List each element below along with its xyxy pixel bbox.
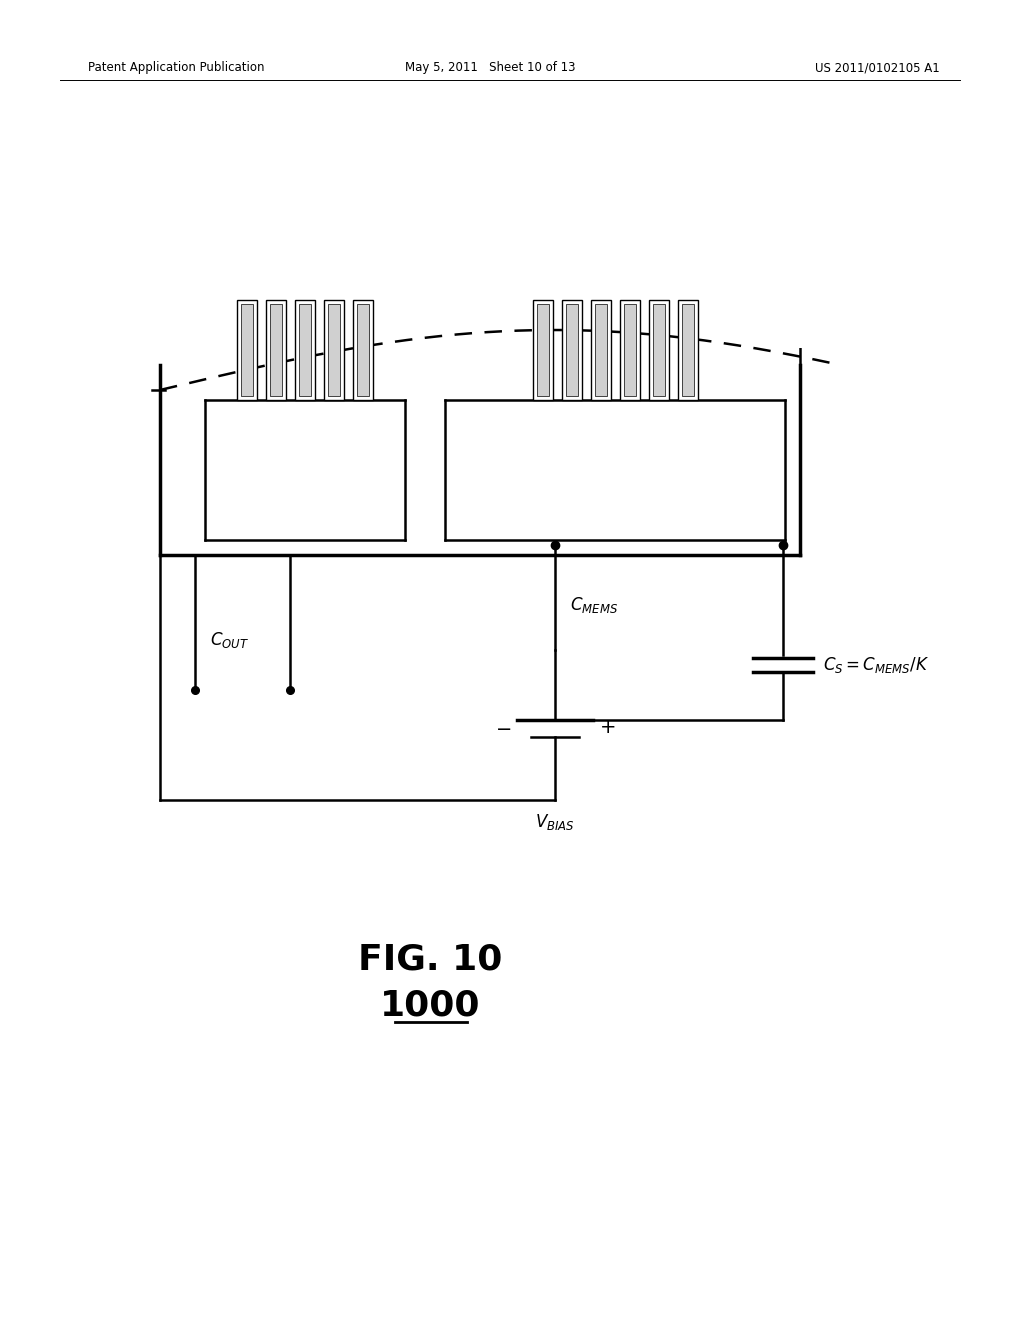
Bar xyxy=(299,304,311,396)
Bar xyxy=(624,304,636,396)
Bar xyxy=(295,300,315,400)
Text: US 2011/0102105 A1: US 2011/0102105 A1 xyxy=(815,62,940,74)
Text: FIG. 10: FIG. 10 xyxy=(357,942,502,977)
Text: $+$: $+$ xyxy=(599,719,615,737)
Text: 1000: 1000 xyxy=(380,987,480,1022)
Text: $-$: $-$ xyxy=(495,719,511,737)
Bar xyxy=(357,304,369,396)
Text: Patent Application Publication: Patent Application Publication xyxy=(88,62,264,74)
Bar xyxy=(537,304,549,396)
Text: $C_S = C_{MEMS}/K$: $C_S = C_{MEMS}/K$ xyxy=(823,655,930,675)
Bar xyxy=(561,300,582,400)
Bar xyxy=(648,300,669,400)
Text: $C_{MEMS}$: $C_{MEMS}$ xyxy=(570,595,618,615)
Bar xyxy=(678,300,697,400)
Bar xyxy=(591,300,610,400)
Text: $V_{BIAS}$: $V_{BIAS}$ xyxy=(536,812,574,832)
Bar xyxy=(682,304,693,396)
Bar xyxy=(270,304,282,396)
Text: May 5, 2011   Sheet 10 of 13: May 5, 2011 Sheet 10 of 13 xyxy=(404,62,575,74)
Bar xyxy=(353,300,373,400)
Bar xyxy=(595,304,606,396)
Bar xyxy=(652,304,665,396)
Bar xyxy=(324,300,344,400)
Bar xyxy=(565,304,578,396)
Text: $C_{OUT}$: $C_{OUT}$ xyxy=(210,630,249,649)
Bar xyxy=(620,300,640,400)
Bar xyxy=(237,300,257,400)
Bar xyxy=(328,304,340,396)
Bar xyxy=(241,304,253,396)
Bar xyxy=(532,300,553,400)
Bar xyxy=(266,300,286,400)
